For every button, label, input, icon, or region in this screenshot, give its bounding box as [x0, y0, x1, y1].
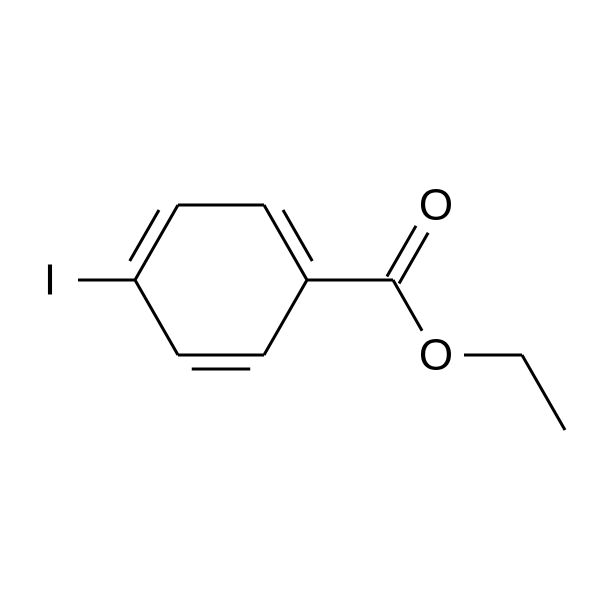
bond-line — [399, 233, 428, 284]
bond-line — [387, 226, 416, 277]
molecule-canvas: I O O — [0, 0, 600, 600]
bond-line — [130, 210, 159, 261]
bond-line — [393, 280, 422, 331]
bond-line — [135, 280, 178, 355]
bond-line — [283, 210, 312, 261]
bond-line — [264, 280, 307, 355]
bond-line — [522, 355, 565, 430]
atom-label-o: O — [419, 181, 453, 230]
atom-label-o: O — [419, 331, 453, 380]
atom-label-i: I — [44, 256, 56, 305]
